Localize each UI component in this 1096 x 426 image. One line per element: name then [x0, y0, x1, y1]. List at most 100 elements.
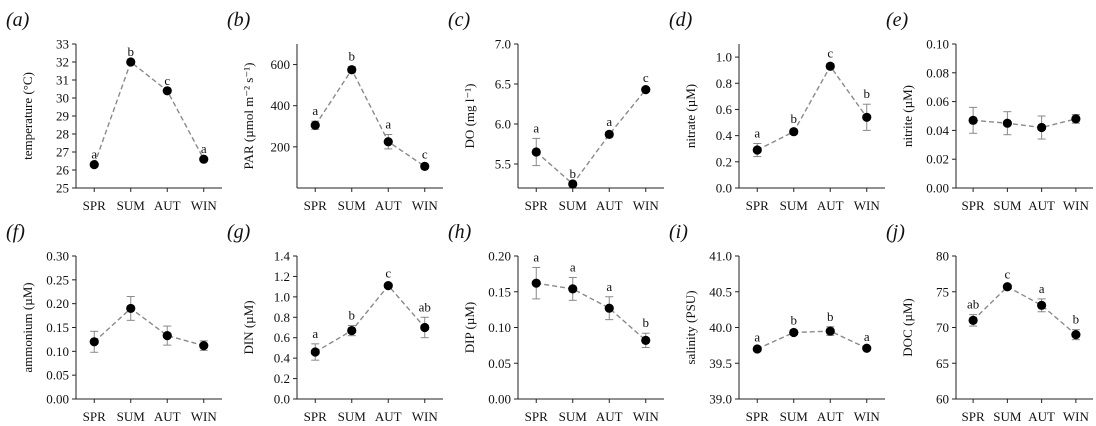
- panel-label: (j): [886, 221, 905, 243]
- y-tick-label: 6.5: [495, 77, 511, 92]
- x-tick-label: AUT: [1028, 409, 1055, 424]
- x-tick-label: SPR: [525, 409, 548, 424]
- y-tick-label: 40.5: [709, 284, 732, 299]
- data-point: [310, 347, 320, 357]
- data-point: [89, 160, 99, 170]
- y-tick-label: 25: [56, 181, 69, 196]
- x-tick-label: SPR: [746, 198, 769, 213]
- y-tick-label: 600: [271, 57, 291, 72]
- data-point: [162, 331, 172, 341]
- panel-label: (h): [448, 221, 472, 243]
- x-tick-label: SUM: [780, 409, 809, 424]
- x-tick-label: SUM: [117, 198, 146, 213]
- x-tick-label: SUM: [993, 198, 1022, 213]
- y-axis-title: salinity (PSU): [683, 290, 698, 364]
- y-tick-label: 30: [56, 91, 69, 106]
- x-tick-label: WIN: [633, 198, 660, 213]
- x-tick-label: AUT: [596, 409, 623, 424]
- panel-label: (f): [6, 221, 25, 243]
- y-tick-label: 70: [936, 320, 949, 335]
- data-point: [1002, 118, 1012, 128]
- data-point: [199, 341, 209, 351]
- data-point: [162, 86, 172, 96]
- x-tick-label: SPR: [304, 409, 327, 424]
- series-line: [93, 307, 204, 347]
- data-point: [862, 112, 872, 122]
- significance-label: a: [533, 120, 539, 135]
- significance-label: b: [791, 312, 798, 327]
- y-axis-title: DO (mg l⁻¹): [462, 84, 477, 149]
- data-point: [789, 127, 799, 137]
- x-tick-label: SUM: [780, 198, 809, 213]
- data-point: [383, 137, 393, 147]
- panel-label: (i): [669, 221, 688, 243]
- data-point: [641, 85, 651, 95]
- x-tick-label: AUT: [596, 198, 623, 213]
- x-tick-label: SPR: [83, 198, 106, 213]
- significance-label: b: [349, 307, 356, 322]
- y-tick-label: 0.2: [716, 154, 732, 169]
- panel-label: (d): [669, 9, 693, 31]
- y-tick-label: 80: [936, 249, 949, 264]
- significance-label: a: [91, 147, 97, 162]
- panel-5: (e) 0.00 0.02 0.04 0.06 0.08 0.10 SPR SUM AUT WIN n…: [886, 9, 1093, 213]
- significance-label: c: [164, 73, 170, 88]
- x-tick-label: SPR: [304, 198, 327, 213]
- data-point: [789, 327, 799, 338]
- data-point: [310, 120, 320, 130]
- x-tick-label: WIN: [412, 409, 439, 424]
- x-tick-label: WIN: [1063, 409, 1090, 424]
- significance-label: a: [754, 330, 760, 345]
- y-tick-label: 0.25: [46, 272, 69, 287]
- x-tick-label: AUT: [154, 409, 181, 424]
- y-tick-label: 1.4: [274, 249, 291, 264]
- x-tick-label: SPR: [746, 409, 769, 424]
- series-line: [93, 60, 205, 165]
- significance-label: c: [643, 70, 649, 85]
- significance-label: b: [1073, 312, 1080, 327]
- x-tick-label: SUM: [117, 409, 146, 424]
- x-tick-label: AUT: [817, 198, 844, 213]
- y-tick-label: 7.0: [495, 37, 511, 52]
- y-axis-title: nitrate (µM): [683, 84, 698, 148]
- data-point: [1037, 122, 1047, 133]
- significance-label: c: [385, 266, 391, 281]
- y-tick-label: 1.2: [274, 269, 290, 284]
- y-tick-label: 0.15: [46, 320, 69, 335]
- panel-7: (g) 0.0 0.2 0.4 0.6 0.8 1.0 1.2 1.4 SPR SUM AUT WIN D…: [227, 221, 443, 424]
- data-point: [604, 303, 614, 313]
- significance-label: b: [643, 315, 650, 330]
- x-tick-label: SUM: [559, 198, 588, 213]
- y-tick-label: 0.30: [46, 249, 69, 264]
- series-line: [314, 284, 426, 353]
- significance-label: a: [606, 279, 612, 294]
- significance-label: a: [385, 117, 391, 132]
- y-tick-label: 60: [936, 392, 949, 407]
- significance-label: b: [128, 44, 135, 59]
- series-line: [757, 330, 868, 350]
- data-point: [1071, 330, 1081, 340]
- significance-label: b: [864, 86, 871, 101]
- y-tick-label: 33: [56, 37, 69, 52]
- x-tick-label: SUM: [338, 409, 367, 424]
- y-tick-label: 65: [936, 356, 949, 371]
- y-tick-label: 0.04: [926, 123, 949, 138]
- data-point: [531, 278, 541, 288]
- data-point: [89, 337, 99, 347]
- y-tick-label: 0.4: [716, 128, 733, 143]
- panel-4: (d) 0.0 0.2 0.4 0.6 0.8 1.0 SPR SUM AUT WIN nitrate…: [669, 9, 885, 213]
- y-tick-label: 0.8: [274, 310, 290, 325]
- data-point: [383, 281, 393, 291]
- y-tick-label: 0.10: [488, 320, 511, 335]
- y-tick-label: 39.0: [709, 392, 732, 407]
- series-line: [756, 64, 868, 151]
- panel-label: (c): [448, 9, 471, 31]
- y-tick-label: 0.20: [46, 296, 69, 311]
- data-point: [199, 154, 209, 164]
- significance-label: ab: [967, 297, 979, 312]
- x-tick-label: WIN: [854, 409, 881, 424]
- x-tick-label: AUT: [1028, 198, 1055, 213]
- y-tick-label: 0.0: [716, 181, 732, 196]
